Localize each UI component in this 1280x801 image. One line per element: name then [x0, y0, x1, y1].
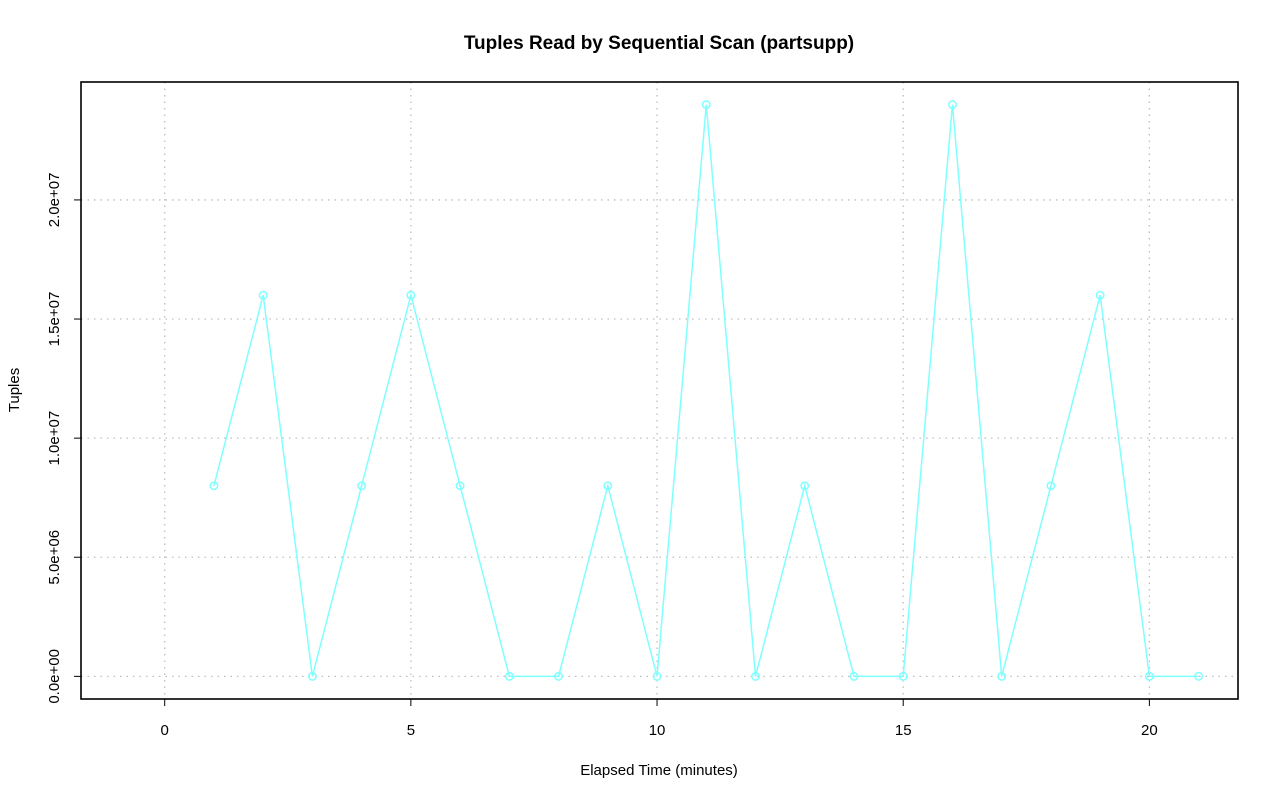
data-point — [209, 481, 219, 491]
data-point — [554, 671, 564, 681]
axes: 0 5 10 15 20 0.0e+00 5.0e+06 1.0e+07 1.5e+07 2.0e… — [46, 173, 1158, 739]
y-axis-label: Tuples — [6, 368, 23, 412]
data-point — [849, 671, 859, 681]
data-point — [455, 481, 465, 491]
data-point — [997, 671, 1007, 681]
plot-area-border — [80, 81, 1239, 700]
y-tick-label: 1.5e+07 — [46, 292, 63, 347]
data-point — [800, 481, 810, 491]
chart-title: Tuples Read by Sequential Scan (partsupp… — [464, 33, 854, 54]
data-point — [1046, 481, 1056, 491]
x-tick-label: 5 — [407, 722, 415, 739]
data-point — [307, 671, 317, 681]
series-layer — [209, 100, 1204, 681]
grid — [81, 82, 1238, 699]
y-tick-label: 0.0e+00 — [46, 649, 63, 704]
x-axis-label: Elapsed Time (minutes) — [580, 762, 738, 779]
data-point — [406, 290, 416, 300]
data-point — [357, 481, 367, 491]
data-point — [652, 671, 662, 681]
x-tick-label: 10 — [649, 722, 666, 739]
x-tick-label: 0 — [161, 722, 169, 739]
data-point — [504, 671, 514, 681]
data-point — [751, 671, 760, 681]
data-point — [898, 671, 908, 681]
y-tick-label: 1.0e+07 — [46, 411, 63, 466]
y-tick-label: 2.0e+07 — [46, 173, 63, 228]
data-point — [947, 100, 957, 110]
data-point — [701, 100, 711, 110]
series-line — [213, 104, 1199, 678]
y-tick-label: 5.0e+06 — [46, 530, 63, 585]
x-tick-label: 15 — [895, 722, 912, 739]
data-point — [603, 481, 613, 491]
data-point — [1144, 671, 1154, 681]
x-tick-label: 20 — [1141, 722, 1158, 739]
data-point — [1194, 671, 1204, 681]
data-point — [258, 290, 268, 300]
data-point — [1095, 290, 1105, 300]
